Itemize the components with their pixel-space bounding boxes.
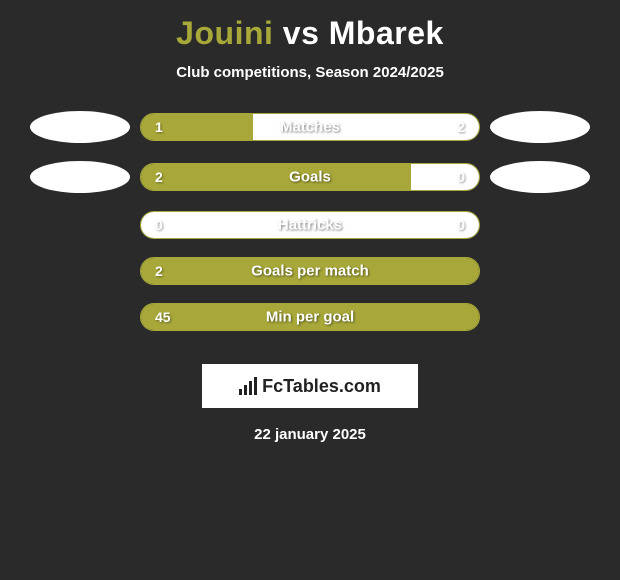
right-side — [480, 161, 600, 193]
stat-bar: 45 Min per goal — [140, 303, 480, 331]
player2-ellipse — [490, 161, 590, 193]
stat-value-left: 45 — [155, 309, 171, 325]
subtitle: Club competitions, Season 2024/2025 — [176, 64, 444, 81]
footer-date: 22 january 2025 — [254, 426, 366, 443]
stat-label: Matches — [280, 119, 340, 136]
footer-logo: FcTables.com — [202, 364, 418, 408]
stat-value-right: 2 — [457, 119, 465, 135]
bar-left-fill — [141, 164, 411, 190]
stat-label: Hattricks — [278, 217, 342, 234]
stat-row: 1 2 Matches — [20, 111, 600, 143]
player1-name: Jouini — [176, 15, 273, 51]
bar-right-fill — [411, 164, 479, 190]
stat-bar: 2 Goals per match — [140, 257, 480, 285]
stat-row: 2 0 Goals — [20, 161, 600, 193]
stat-bar: 1 2 Matches — [140, 113, 480, 141]
player1-ellipse — [30, 161, 130, 193]
stat-bar: 2 0 Goals — [140, 163, 480, 191]
stat-row: 0 0 Hattricks — [20, 211, 600, 239]
stat-label: Min per goal — [266, 309, 354, 326]
stat-value-left: 2 — [155, 263, 163, 279]
stat-value-right: 0 — [457, 217, 465, 233]
stat-value-left: 1 — [155, 119, 163, 135]
stat-label: Goals per match — [251, 263, 369, 280]
comparison-container: Jouini vs Mbarek Club competitions, Seas… — [0, 0, 620, 453]
left-side — [20, 161, 140, 193]
stat-row: 2 Goals per match — [20, 257, 600, 285]
stat-bar: 0 0 Hattricks — [140, 211, 480, 239]
left-side — [20, 111, 140, 143]
player2-name: Mbarek — [329, 15, 444, 51]
right-side — [480, 111, 600, 143]
player2-ellipse — [490, 111, 590, 143]
stat-value-left: 0 — [155, 217, 163, 233]
stat-value-left: 2 — [155, 169, 163, 185]
stat-row: 45 Min per goal — [20, 303, 600, 331]
player1-ellipse — [30, 111, 130, 143]
page-title: Jouini vs Mbarek — [176, 15, 444, 52]
stat-label: Goals — [289, 169, 331, 186]
chart-icon — [239, 377, 257, 395]
vs-text: vs — [283, 15, 320, 51]
footer-logo-text: FcTables.com — [262, 376, 381, 397]
stats-rows: 1 2 Matches 2 0 Goals 0 0 Hattricks 2 Goals per ma… — [20, 111, 600, 349]
stat-value-right: 0 — [457, 169, 465, 185]
